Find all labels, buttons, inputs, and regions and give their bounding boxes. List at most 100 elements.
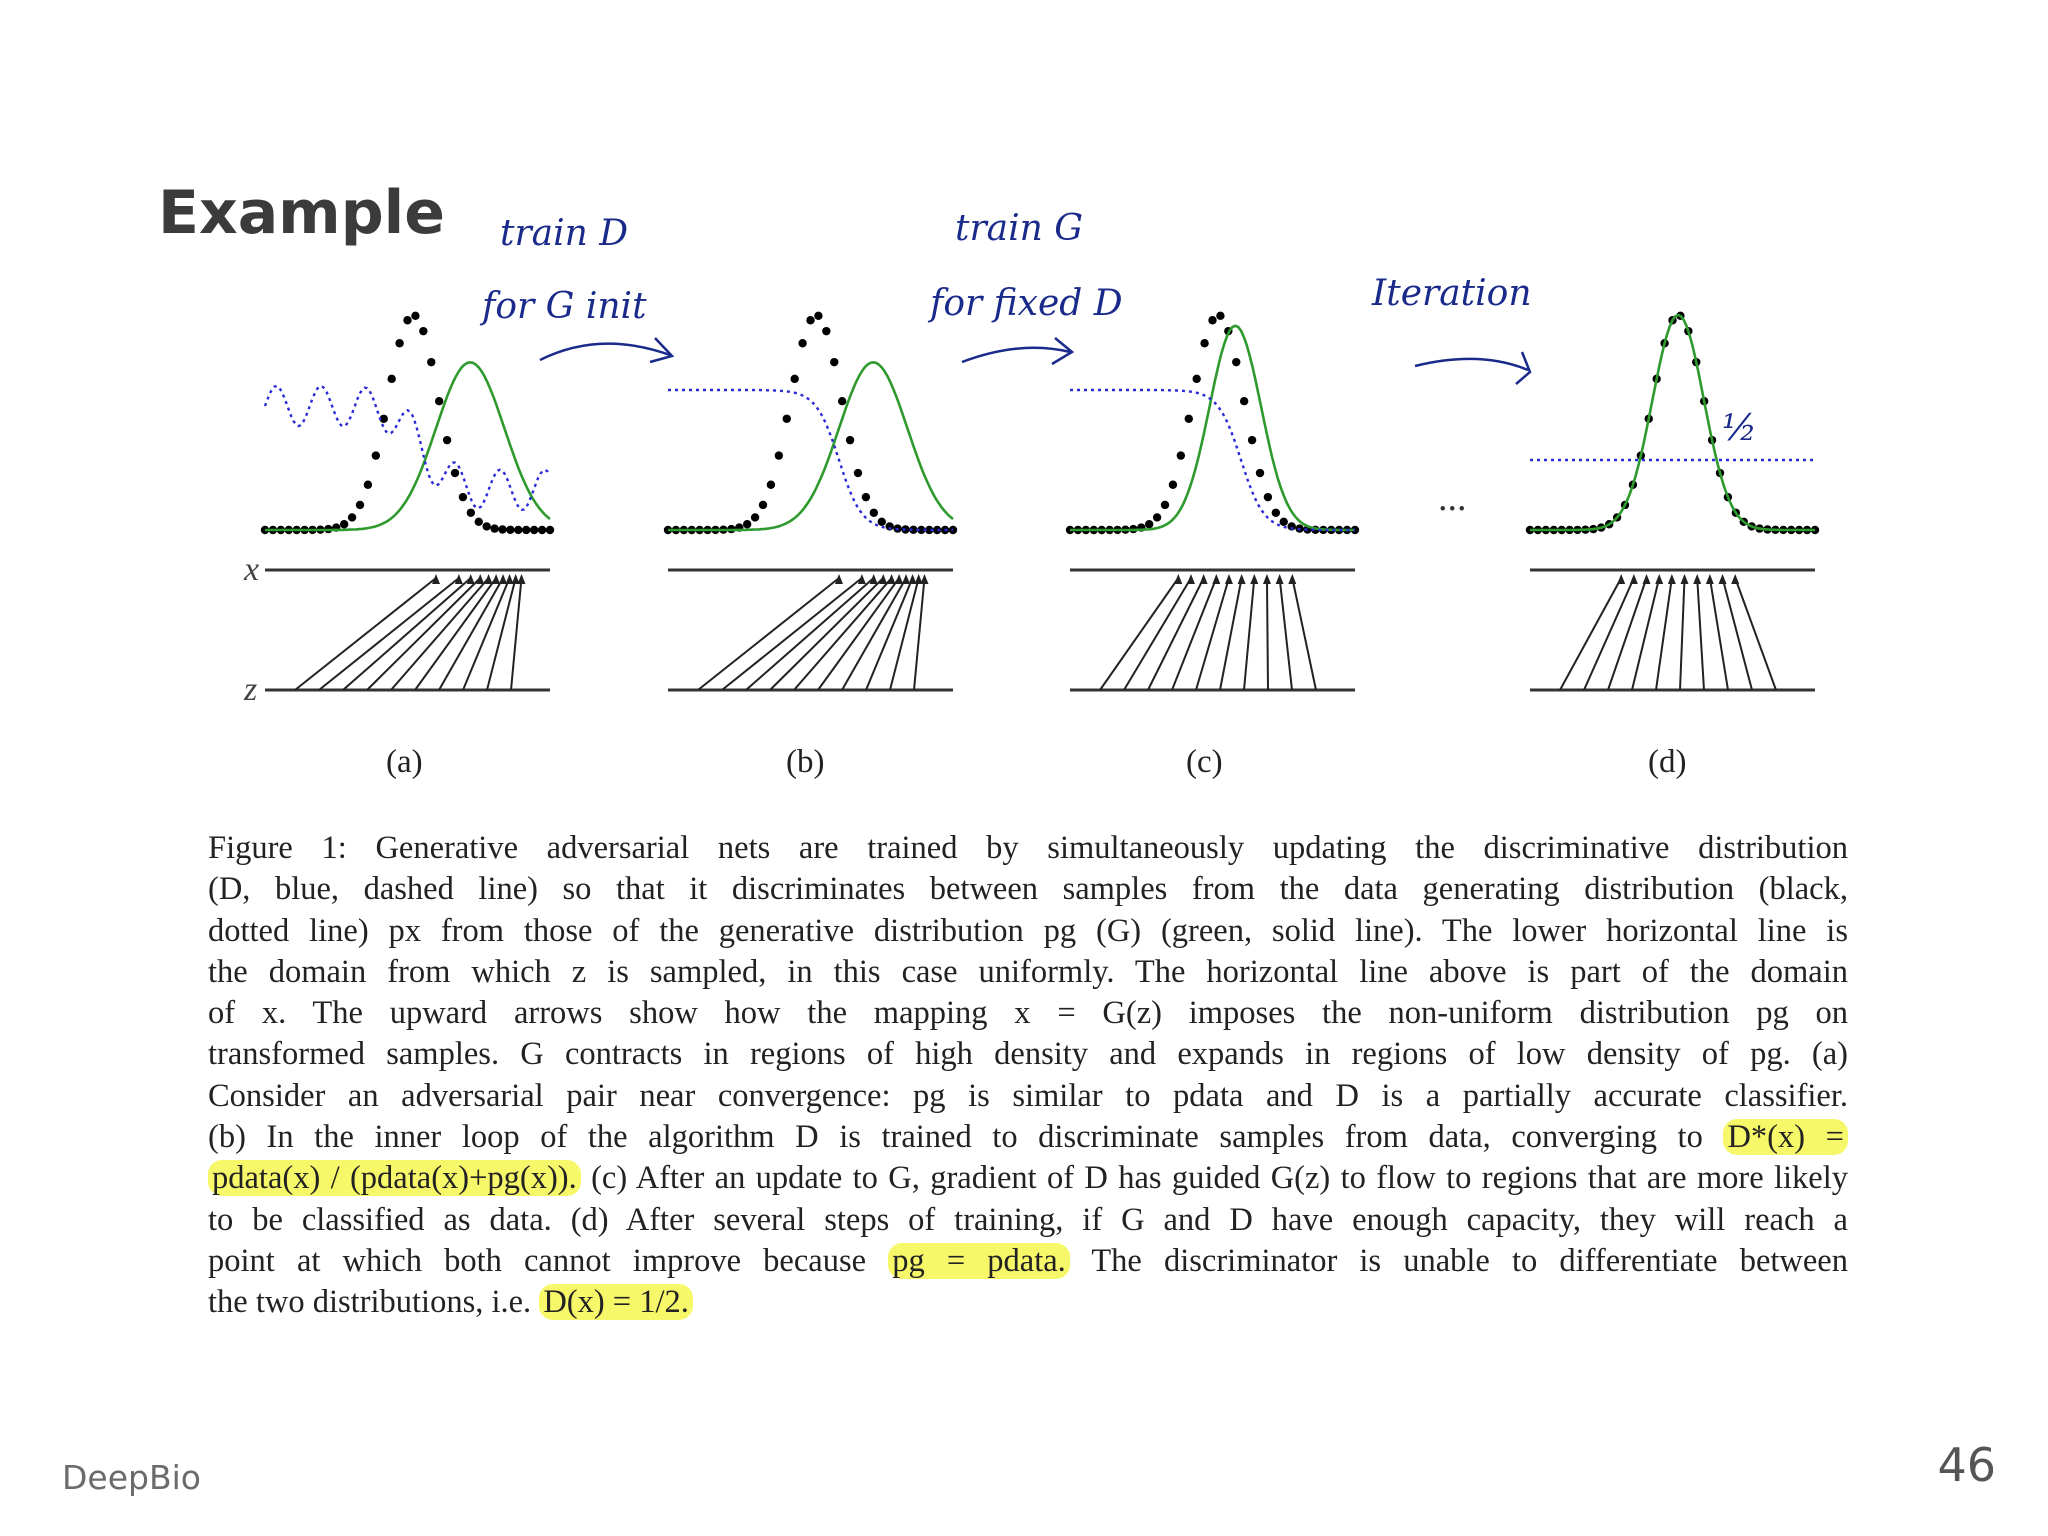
mapping-arrowhead-c-1	[1186, 574, 1195, 584]
mapping-arrow-c-7	[1265, 577, 1269, 691]
mapping-arrowhead-c-2	[1199, 574, 1208, 584]
mapping-arrowhead-a-5	[492, 574, 501, 584]
mapping-arrow-c-8	[1278, 577, 1293, 691]
caption-line-2: (D, blue, dashed line) so that it discri…	[208, 871, 1848, 908]
data-dot-c-24	[1255, 468, 1265, 478]
data-dot-c-26	[1271, 508, 1281, 517]
mapping-arrowhead-c-6	[1250, 574, 1259, 584]
ellipsis: ...	[1438, 477, 1467, 519]
mapping-arrowhead-c-5	[1237, 574, 1246, 584]
mapping-arrowhead-b-8	[914, 574, 923, 584]
data-dot-c-25	[1263, 492, 1273, 502]
mapping-arrow-a-4	[390, 577, 490, 691]
data-dot-b-23	[845, 435, 855, 445]
mapping-arrow-d-3	[1631, 577, 1661, 691]
mapping-arrowhead-c-3	[1212, 574, 1221, 584]
mapping-arrow-d-1	[1583, 577, 1635, 691]
data-dot-b-19	[814, 311, 823, 321]
data-dot-b-20	[822, 326, 831, 336]
data-dot-a-10	[339, 520, 349, 529]
caption-line-12: the two distributions, i.e.	[208, 1284, 532, 1321]
mapping-arrow-a-1	[318, 577, 460, 691]
page-number: 46	[1937, 1438, 1996, 1492]
data-dot-a-11	[347, 513, 357, 522]
caption-line-5: of x. The upward arrows show how the map…	[208, 995, 1848, 1032]
mapping-arrowhead-a-6	[499, 574, 508, 584]
mapping-arrow-a-0	[294, 577, 437, 691]
caption-line-11b: The discriminator is unable to different…	[1091, 1242, 1848, 1279]
data-dot-a-21	[427, 357, 436, 367]
data-dot-a-13	[363, 480, 373, 489]
data-dot-b-16	[790, 374, 799, 384]
generator-curve-d	[1530, 313, 1815, 532]
caption-line-3: dotted line) px from those of the genera…	[208, 912, 1848, 949]
data-dot-b-12	[758, 500, 768, 510]
data-dot-c-18	[1208, 316, 1217, 325]
discriminator-curve-a	[263, 384, 551, 512]
highlight-d-half: D(x) = 1/2.	[539, 1284, 693, 1321]
data-dot-a-34	[529, 525, 539, 535]
slide-title: Example	[158, 178, 445, 248]
data-dot-b-14	[774, 451, 784, 460]
mapping-arrowhead-b-5	[895, 574, 904, 584]
data-dot-c-14	[1176, 451, 1186, 460]
annotation-half: ½	[1722, 408, 1757, 449]
z-axis-label: z	[243, 671, 257, 708]
data-dot-b-34	[932, 525, 942, 535]
mapping-arrowhead-d-7	[1705, 574, 1714, 584]
mapping-arrowhead-a-8	[511, 574, 520, 584]
mapping-arrowhead-c-8	[1275, 574, 1284, 584]
mapping-arrowhead-b-0	[835, 574, 843, 584]
data-dot-c-27	[1279, 517, 1288, 526]
data-dot-a-15	[379, 414, 388, 423]
mapping-arrowhead-d-1	[1629, 574, 1638, 584]
data-dot-a-24	[450, 468, 460, 478]
panel-label-d: (d)	[1648, 744, 1686, 780]
data-dot-a-29	[490, 524, 499, 533]
mapping-arrowhead-b-1	[857, 574, 866, 584]
data-dot-c-23	[1247, 435, 1257, 445]
caption-line-10: to be classified as data. (d) After seve…	[208, 1201, 1848, 1238]
mapping-arrow-b-2	[745, 577, 875, 691]
data-dot-a-19	[411, 311, 420, 321]
data-dot-b-24	[853, 468, 863, 478]
mapping-arrow-d-6	[1696, 577, 1705, 691]
data-dot-a-17	[395, 339, 404, 348]
mapping-arrow-c-0	[1099, 577, 1180, 691]
caption-line-6: transformed samples. G contracts in regi…	[208, 1036, 1848, 1073]
mapping-arrowhead-d-6	[1693, 574, 1702, 584]
mapping-arrowhead-c-0	[1174, 574, 1183, 584]
caption-line-8: (b) In the inner loop of the algorithm D…	[208, 1119, 1703, 1156]
data-dot-c-13	[1168, 480, 1178, 489]
caption-line-12-wrap: the two distributions, i.e. D(x) = 1/2.	[208, 1282, 1848, 1323]
caption-line-11-wrap: point at which both cannot improve becau…	[208, 1241, 1848, 1282]
generator-curve-c	[1070, 324, 1355, 532]
annotation-arrow-3	[1414, 351, 1532, 385]
data-dot-a-30	[498, 525, 507, 534]
mapping-arrow-c-4	[1195, 577, 1230, 691]
data-dot-b-13	[766, 480, 776, 489]
mapping-arrowhead-d-3	[1655, 574, 1664, 584]
discriminator-curve-c	[1070, 388, 1355, 532]
generator-curve-b	[668, 360, 954, 532]
data-dot-b-30	[901, 525, 910, 534]
data-dot-b-15	[782, 414, 791, 423]
data-dot-b-10	[742, 520, 752, 529]
mapping-arrow-c-5	[1219, 577, 1243, 691]
highlight-fraction: pdata(x) / (pdata(x)+pg(x)).	[208, 1160, 581, 1197]
data-dot-c-21	[1232, 357, 1241, 367]
mapping-arrowhead-b-6	[902, 574, 911, 584]
discriminator-curve-b	[668, 388, 953, 532]
data-dot-b-21	[830, 357, 839, 367]
mapping-arrow-a-9	[510, 577, 523, 691]
mapping-arrow-b-9	[913, 577, 926, 691]
mapping-arrowhead-d-0	[1617, 574, 1626, 584]
mapping-arrowhead-a-1	[454, 574, 463, 584]
data-dot-b-25	[861, 492, 871, 502]
mapping-arrowhead-c-4	[1224, 574, 1233, 584]
data-dot-a-26	[466, 508, 476, 517]
data-dot-a-12	[355, 500, 365, 510]
mapping-arrow-d-2	[1607, 577, 1648, 691]
caption-line-7: Consider an adversarial pair near conver…	[208, 1077, 1848, 1114]
data-dot-b-26	[869, 508, 879, 517]
